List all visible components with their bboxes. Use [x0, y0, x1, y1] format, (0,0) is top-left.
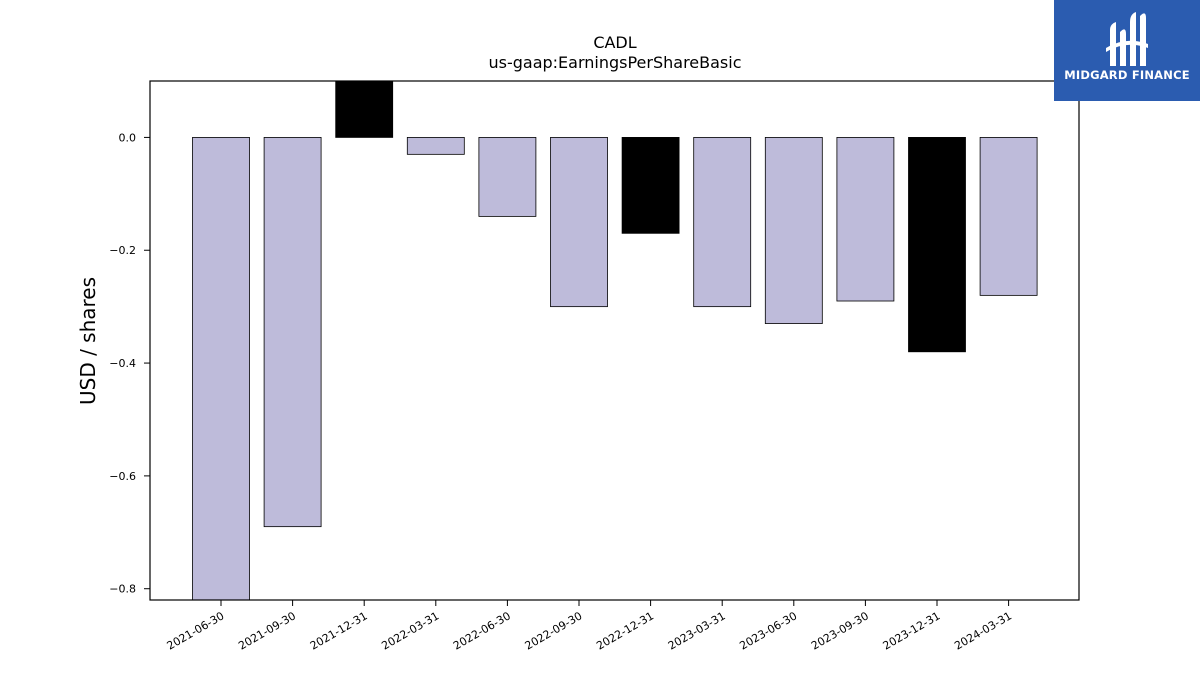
plot-frame: [149, 80, 1080, 601]
x-tick-label: 2024-03-31: [952, 609, 1014, 652]
y-tick-label: −0.6: [109, 470, 136, 483]
chart-subtitle: us-gaap:EarningsPerShareBasic: [488, 53, 741, 72]
bar-2023-06-30: [764, 137, 823, 324]
bar-2022-06-30: [478, 137, 537, 217]
y-axis-label: USD / shares: [76, 277, 100, 405]
bar-2022-03-31: [406, 137, 465, 155]
y-tick-label: −0.8: [109, 583, 136, 596]
y-tick-label: −0.4: [109, 357, 136, 370]
bar-2021-06-30: [192, 137, 250, 601]
y-axis: 0.0 −0.2 −0.4 −0.6 −0.8: [109, 131, 150, 596]
x-tick-label: 2022-09-30: [523, 609, 585, 652]
x-tick-label: 2022-03-31: [379, 609, 441, 652]
bar-2021-12-31: [335, 80, 394, 138]
x-tick-label: 2022-06-30: [451, 609, 513, 652]
x-tick-label: 2021-06-30: [165, 609, 227, 652]
bar-2023-09-30: [836, 137, 895, 302]
chart-title: CADL: [593, 33, 636, 52]
x-tick-label: 2023-12-31: [881, 609, 943, 652]
bar-2024-03-31: [979, 137, 1038, 296]
bars-group: [192, 80, 1038, 601]
bar-2022-12-31: [621, 137, 680, 234]
brand-name: MIDGARD FINANCE: [1064, 68, 1190, 82]
y-tick-label: 0.0: [119, 131, 137, 144]
bar-2023-03-31: [693, 137, 752, 308]
bar-2022-09-30: [550, 137, 608, 308]
bar-2021-09-30: [263, 137, 322, 528]
bar-2023-12-31: [908, 137, 966, 353]
x-axis: 2021-06-30 2021-09-30 2021-12-31 2022-03-31…: [165, 600, 1014, 653]
y-tick-label: −0.2: [109, 244, 136, 257]
x-tick-label: 2022-12-31: [594, 609, 656, 652]
x-tick-label: 2023-09-30: [809, 609, 871, 652]
x-tick-label: 2023-06-30: [737, 609, 799, 652]
x-tick-label: 2023-03-31: [666, 609, 728, 652]
x-tick-label: 2021-12-31: [308, 609, 370, 652]
brand-logo: MIDGARD FINANCE: [1054, 0, 1200, 101]
x-tick-label: 2021-09-30: [236, 609, 298, 652]
midgard-logo-icon: [1106, 12, 1148, 66]
